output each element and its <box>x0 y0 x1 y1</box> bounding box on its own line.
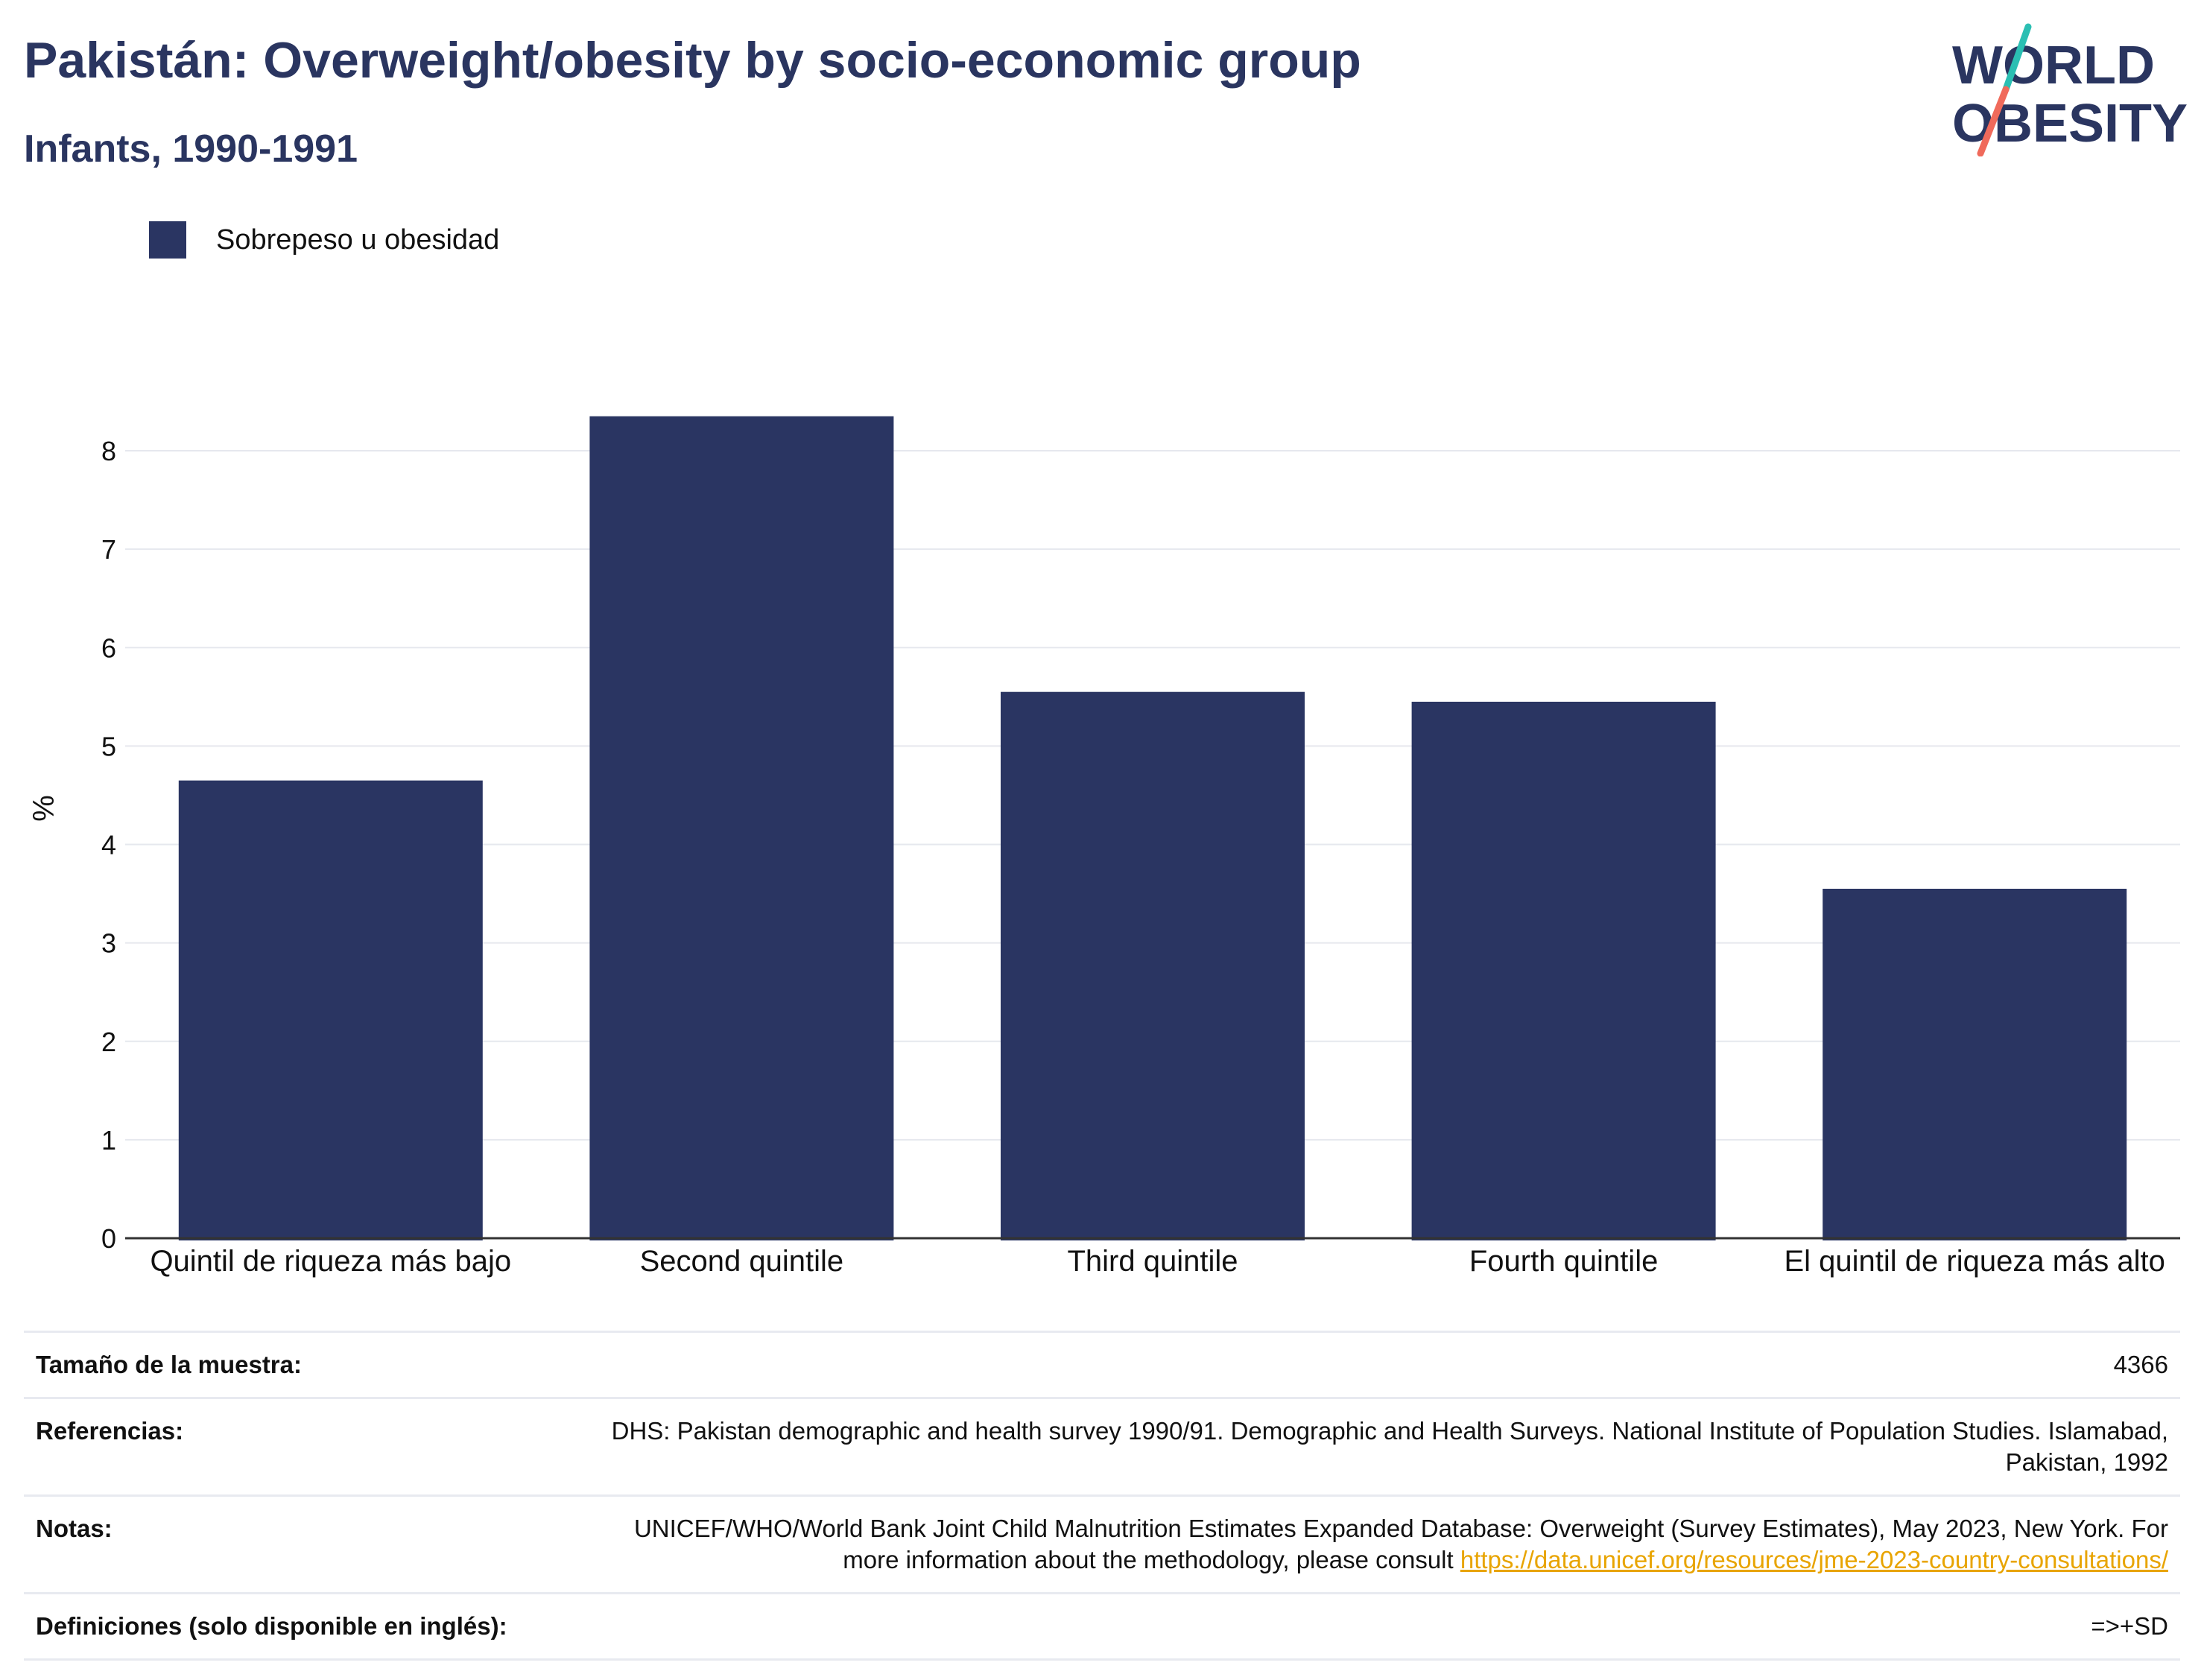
definitions-value: =>+SD <box>2091 1612 2168 1640</box>
y-tick-label: 1 <box>101 1125 116 1156</box>
chart-title: Pakistán: Overweight/obesity by socio-ec… <box>24 32 1361 89</box>
notes-label: Notas: <box>36 1515 113 1542</box>
methodology-link[interactable]: https://data.unicef.org/resources/jme-20… <box>1460 1546 2168 1573</box>
notes-value: UNICEF/WHO/World Bank Joint Child Malnut… <box>572 1513 2168 1576</box>
sample-size-label: Tamaño de la muestra: <box>36 1351 302 1378</box>
y-tick-label: 7 <box>101 534 116 565</box>
x-tick-label: Fourth quintile <box>1469 1245 1658 1278</box>
info-table: Tamaño de la muestra: 4366 Referencias: … <box>24 1331 2180 1661</box>
x-tick-label: Second quintile <box>640 1245 844 1278</box>
info-row-references: Referencias: DHS: Pakistan demographic a… <box>24 1397 2180 1494</box>
bar-chart: 0 1 2 3 4 5 6 7 8% Quintil de riqueza más bajo Sec… <box>28 416 2180 1278</box>
y-tick-label: 2 <box>101 1027 116 1057</box>
y-tick-label: 5 <box>101 731 116 761</box>
logo-slash-teal <box>2002 23 2032 93</box>
bar <box>178 780 483 1240</box>
y-tick-label: 6 <box>101 633 116 663</box>
info-row-definitions: Definiciones (solo disponible en inglés)… <box>24 1592 2180 1661</box>
world-obesity-logo: WORLD OBESITY <box>1952 23 2188 156</box>
bar <box>1411 701 1716 1240</box>
y-tick-label: 8 <box>101 436 116 466</box>
y-axis-label: % <box>28 795 60 822</box>
info-row-sample: Tamaño de la muestra: 4366 <box>24 1331 2180 1397</box>
x-tick-label: El quintil de riqueza más alto <box>1785 1245 2165 1278</box>
y-tick-label: 3 <box>101 928 116 959</box>
logo-slash-coral <box>1977 86 2010 156</box>
x-tick-label: Third quintile <box>1067 1245 1238 1278</box>
sample-size-value: 4366 <box>2113 1351 2168 1378</box>
definitions-label: Definiciones (solo disponible en inglés)… <box>36 1612 507 1640</box>
bar <box>1823 888 2127 1240</box>
references-label: Referencias: <box>36 1417 184 1445</box>
notes-text: UNICEF/WHO/World Bank Joint Child Malnut… <box>633 1515 2168 1573</box>
info-row-notes: Notas: UNICEF/WHO/World Bank Joint Child… <box>24 1494 2180 1592</box>
y-tick-label: 4 <box>101 830 116 860</box>
legend-swatch <box>149 221 186 259</box>
x-tick-label: Quintil de riqueza más bajo <box>150 1245 511 1278</box>
chart-legend[interactable]: Sobrepeso u obesidad <box>149 221 499 259</box>
logo-line1: WORLD <box>1952 36 2155 95</box>
chart-subtitle: Infants, 1990-1991 <box>24 127 358 171</box>
y-tick-label: 0 <box>101 1223 116 1254</box>
legend-label: Sobrepeso u obesidad <box>216 224 500 256</box>
bar <box>589 416 894 1240</box>
references-value: DHS: Pakistan demographic and health sur… <box>611 1417 2168 1476</box>
bar <box>1001 691 1305 1240</box>
